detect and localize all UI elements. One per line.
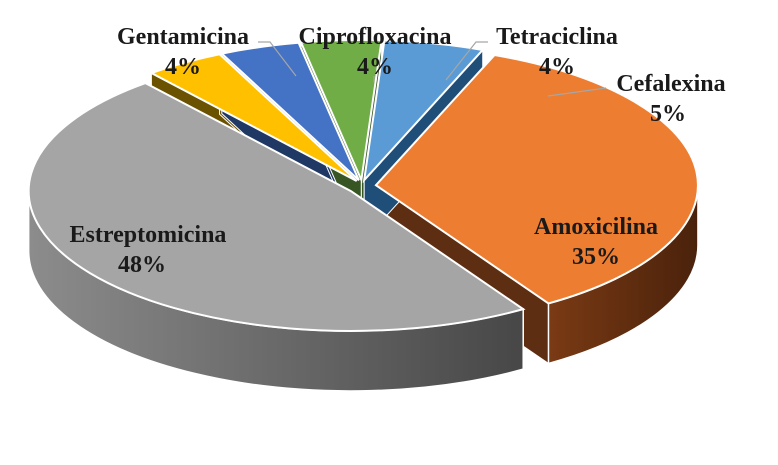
leader-line-gentamicina [258, 41, 297, 77]
slice-name: Cefalexina [616, 71, 725, 97]
slice-percent: 48% [118, 252, 166, 278]
slice-name: Amoxicilina [534, 214, 658, 240]
pie-slice-cefalexina [362, 39, 485, 184]
slice-label-tetraciclina: Tetraciclina 4% [496, 24, 618, 80]
slice-label-cefalexina: Cefalexina 5% [616, 71, 725, 127]
pie-slice-estreptomicina [27, 81, 526, 332]
pie-slice-ciprofloxacina [219, 41, 360, 182]
slice-percent: 4% [357, 54, 393, 80]
leader-line-cefalexina [547, 87, 607, 97]
slice-percent: 5% [650, 101, 686, 127]
slice-percent: 35% [572, 244, 620, 270]
slice-label-gentamicina: Gentamicina 4% [117, 24, 249, 80]
slice-percent: 4% [539, 54, 575, 80]
pie-slice-gentamicina [148, 53, 358, 182]
pie-slice-amoxicilina [374, 53, 699, 305]
pie-slice-tetraciclina [299, 39, 383, 184]
slice-percent: 4% [165, 54, 201, 80]
slice-name: Tetraciclina [496, 24, 618, 50]
slice-label-ciprofloxacina: Ciprofloxacina 4% [299, 24, 452, 80]
pie-tops [27, 39, 699, 332]
leader-lines [258, 41, 607, 97]
leader-line-tetraciclina [445, 41, 488, 81]
slice-name: Gentamicina [117, 24, 249, 50]
slice-name: Estreptomicina [70, 222, 227, 248]
slice-name: Ciprofloxacina [299, 24, 452, 50]
slice-label-estreptomicina: Estreptomicina 48% [70, 222, 227, 278]
slice-label-amoxicilina: Amoxicilina 35% [534, 214, 658, 270]
